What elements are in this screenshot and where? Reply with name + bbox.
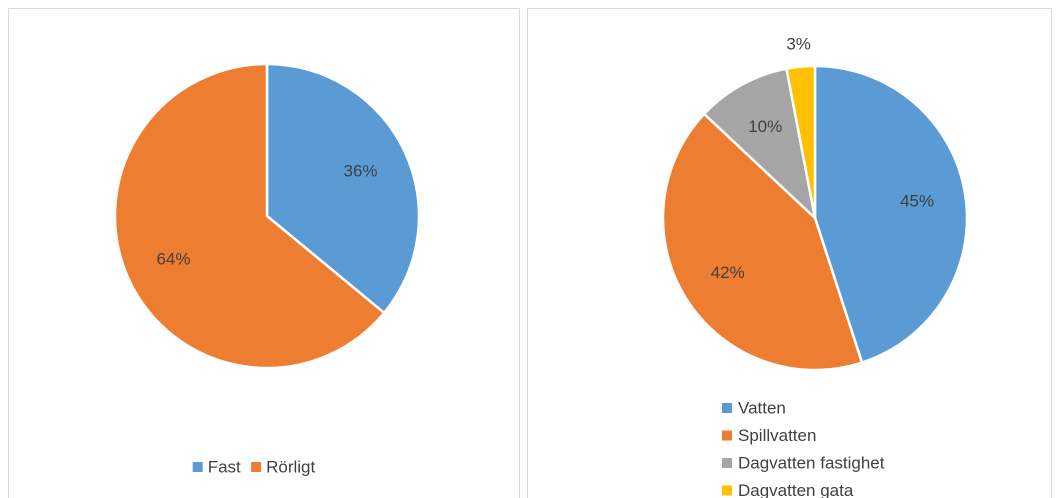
legend-swatch <box>251 462 262 472</box>
pie-slice <box>113 62 386 370</box>
legend-label: Spillvatten <box>738 426 816 445</box>
legend-label: Dagvatten gata <box>738 481 854 498</box>
legend-swatch <box>722 430 732 441</box>
pie-slice <box>265 62 421 315</box>
data-label: 64% <box>156 249 190 268</box>
pie-slice <box>661 112 864 372</box>
data-label: 3% <box>786 34 811 53</box>
pie-slice <box>702 67 817 222</box>
legend-label: Vatten <box>738 398 786 417</box>
legend-swatch <box>722 458 732 468</box>
legend-swatch <box>722 403 732 413</box>
data-label: 36% <box>344 161 378 180</box>
legend-label: Fast <box>208 457 241 476</box>
pie-slice <box>813 64 969 365</box>
data-label: 45% <box>900 191 934 210</box>
legend-swatch <box>192 462 203 472</box>
left-panel <box>8 8 520 498</box>
legend-swatch <box>722 485 732 496</box>
pie-slice <box>785 64 817 219</box>
legend-label: Dagvatten fastighet <box>738 453 885 472</box>
legend-label: Rörligt <box>266 457 315 476</box>
data-label: 42% <box>711 263 745 282</box>
right-panel <box>527 8 1052 498</box>
data-label: 10% <box>748 117 782 136</box>
